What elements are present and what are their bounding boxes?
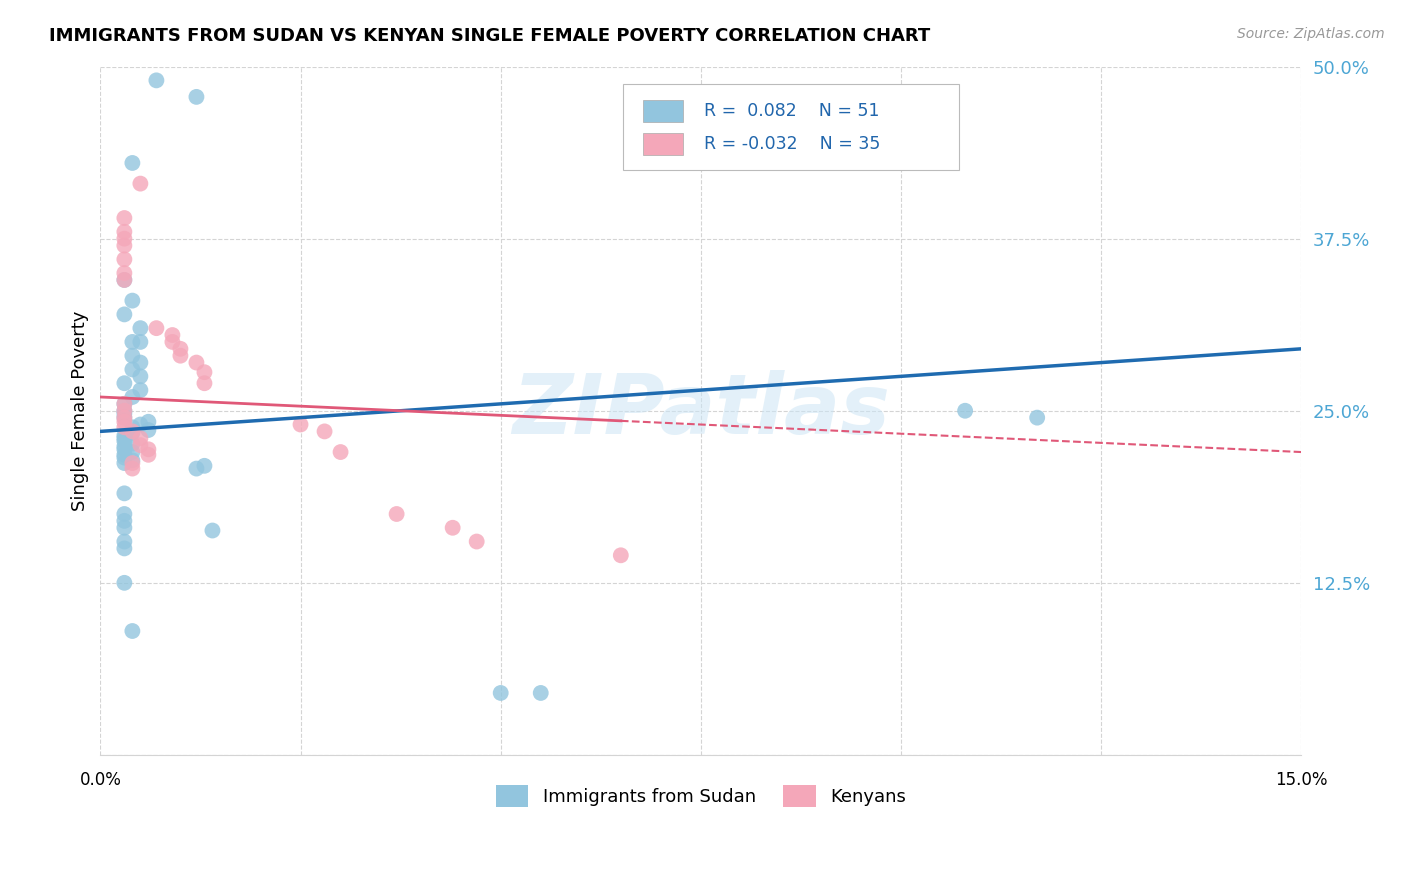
Point — [121, 293, 143, 308]
Point — [162, 334, 184, 349]
FancyBboxPatch shape — [643, 100, 683, 122]
Point — [489, 686, 512, 700]
Point — [121, 425, 143, 440]
Point — [112, 486, 135, 500]
Point — [121, 437, 143, 451]
Point — [129, 417, 152, 432]
Point — [138, 442, 160, 457]
Point — [201, 524, 224, 538]
Point — [121, 362, 143, 376]
Point — [112, 211, 135, 225]
Point — [329, 445, 352, 459]
Point — [138, 423, 160, 437]
Point — [138, 415, 160, 429]
Point — [530, 686, 553, 700]
Point — [112, 456, 135, 470]
Point — [112, 420, 135, 434]
Point — [112, 514, 135, 528]
Point — [953, 403, 976, 417]
Point — [112, 541, 135, 556]
Point — [112, 232, 135, 246]
Point — [193, 376, 215, 391]
Point — [290, 417, 312, 432]
Point — [112, 534, 135, 549]
Point — [138, 448, 160, 462]
Point — [112, 376, 135, 391]
Point — [112, 252, 135, 267]
Point — [112, 238, 135, 252]
Point — [121, 456, 143, 470]
Point — [129, 438, 152, 452]
Point — [186, 355, 208, 369]
Point — [112, 415, 135, 429]
Point — [121, 425, 143, 439]
Point — [314, 425, 336, 439]
Point — [169, 342, 191, 356]
Point — [112, 403, 135, 417]
Point — [112, 448, 135, 462]
Point — [169, 349, 191, 363]
Point — [162, 328, 184, 343]
Point — [186, 461, 208, 475]
Point — [112, 397, 135, 411]
Point — [112, 407, 135, 421]
Text: ZIPatlas: ZIPatlas — [512, 370, 890, 451]
Point — [129, 383, 152, 397]
Text: IMMIGRANTS FROM SUDAN VS KENYAN SINGLE FEMALE POVERTY CORRELATION CHART: IMMIGRANTS FROM SUDAN VS KENYAN SINGLE F… — [49, 27, 931, 45]
Point — [121, 624, 143, 638]
Point — [186, 90, 208, 104]
Point — [145, 73, 167, 87]
Y-axis label: Single Female Poverty: Single Female Poverty — [72, 310, 89, 511]
Point — [121, 461, 143, 475]
Point — [112, 273, 135, 287]
Legend: Immigrants from Sudan, Kenyans: Immigrants from Sudan, Kenyans — [489, 778, 912, 814]
Point — [112, 225, 135, 239]
Point — [385, 507, 408, 521]
Point — [1026, 410, 1049, 425]
Point — [112, 266, 135, 280]
Point — [145, 321, 167, 335]
Point — [112, 521, 135, 535]
Text: 15.0%: 15.0% — [1275, 772, 1327, 789]
Point — [193, 458, 215, 473]
FancyBboxPatch shape — [623, 84, 959, 169]
Point — [121, 349, 143, 363]
Point — [112, 397, 135, 411]
Point — [112, 440, 135, 454]
Point — [112, 434, 135, 448]
Point — [129, 334, 152, 349]
Point — [129, 177, 152, 191]
Point — [465, 534, 488, 549]
Point — [121, 453, 143, 467]
Point — [121, 156, 143, 170]
Point — [121, 390, 143, 404]
Point — [129, 321, 152, 335]
Point — [112, 575, 135, 590]
Point — [112, 442, 135, 457]
Point — [121, 334, 143, 349]
Point — [121, 445, 143, 459]
Point — [193, 365, 215, 379]
Point — [441, 521, 464, 535]
Text: Source: ZipAtlas.com: Source: ZipAtlas.com — [1237, 27, 1385, 41]
FancyBboxPatch shape — [643, 133, 683, 154]
Text: 0.0%: 0.0% — [79, 772, 121, 789]
Point — [129, 355, 152, 369]
Point — [129, 369, 152, 384]
Point — [121, 420, 143, 434]
Point — [112, 450, 135, 465]
Point — [129, 431, 152, 445]
Point — [112, 273, 135, 287]
Point — [610, 549, 633, 563]
Text: R = -0.032    N = 35: R = -0.032 N = 35 — [704, 135, 882, 153]
Point — [112, 431, 135, 445]
Point — [112, 428, 135, 442]
Point — [112, 507, 135, 521]
Point — [112, 307, 135, 321]
Point — [112, 403, 135, 417]
Text: R =  0.082    N = 51: R = 0.082 N = 51 — [704, 103, 880, 120]
Point — [112, 410, 135, 425]
Point — [112, 410, 135, 425]
